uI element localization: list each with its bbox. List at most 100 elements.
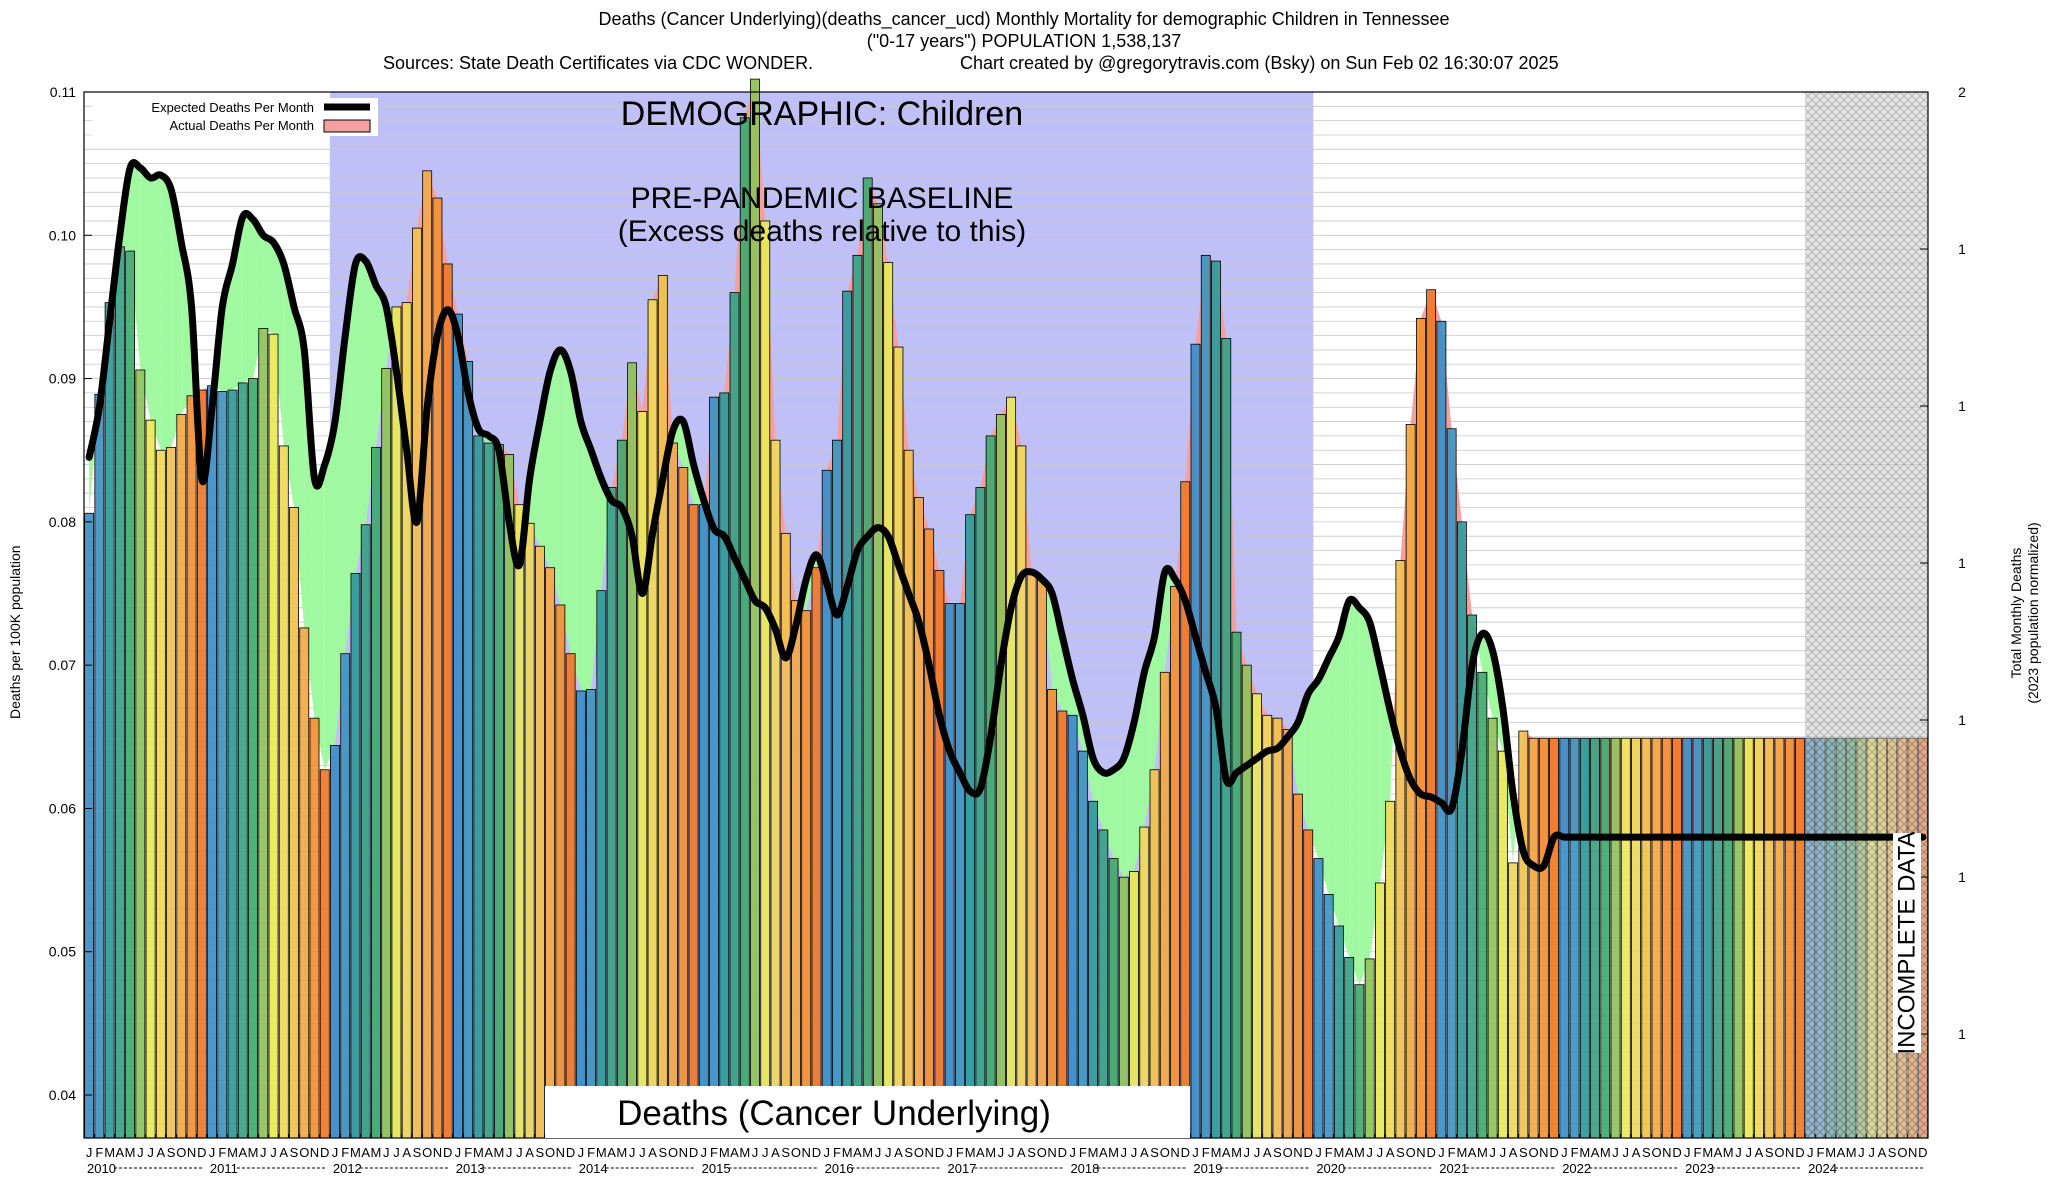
x-tick-month: F bbox=[833, 1145, 841, 1160]
data-bar bbox=[780, 532, 791, 1139]
data-bar bbox=[422, 170, 433, 1139]
x-tick-month: A bbox=[853, 1145, 862, 1160]
x-tick-month: M bbox=[985, 1145, 996, 1160]
x-tick-month: J bbox=[1243, 1145, 1250, 1160]
deficit-fill bbox=[591, 450, 602, 690]
deficit-fill bbox=[560, 349, 571, 654]
x-tick-month: A bbox=[402, 1145, 411, 1160]
data-bar bbox=[1784, 737, 1795, 1139]
data-bar bbox=[637, 411, 648, 1139]
x-tick-month: J bbox=[823, 1145, 830, 1160]
data-bar bbox=[125, 250, 136, 1139]
deficit-fill bbox=[345, 263, 356, 654]
x-tick-month: M bbox=[371, 1145, 382, 1160]
x-tick-month: M bbox=[1723, 1145, 1734, 1160]
x-tick-month: A bbox=[648, 1145, 657, 1160]
data-bar bbox=[340, 653, 351, 1139]
data-bar bbox=[1764, 737, 1775, 1139]
x-tick-month: J bbox=[752, 1145, 759, 1160]
data-bar bbox=[237, 382, 248, 1139]
x-tick-month: F bbox=[95, 1145, 103, 1160]
data-bar bbox=[309, 717, 320, 1139]
data-bar bbox=[1477, 671, 1488, 1139]
x-tick-month: A bbox=[1263, 1145, 1272, 1160]
x-tick-month: A bbox=[1345, 1145, 1354, 1160]
data-bar bbox=[1077, 750, 1088, 1139]
data-bar bbox=[1334, 925, 1344, 1139]
x-tick-month: A bbox=[1878, 1145, 1887, 1160]
x-tick-month: O bbox=[1529, 1145, 1539, 1160]
data-bar bbox=[668, 442, 678, 1139]
x-tick-month: D bbox=[935, 1145, 944, 1160]
data-bar bbox=[1661, 737, 1672, 1139]
data-bar bbox=[278, 445, 289, 1139]
data-bar bbox=[1641, 737, 1652, 1139]
x-tick-year: 2023 bbox=[1685, 1161, 1714, 1176]
x-tick-month: F bbox=[464, 1145, 472, 1160]
data-bar bbox=[1508, 862, 1519, 1139]
data-bar bbox=[698, 504, 709, 1139]
data-bar bbox=[360, 524, 371, 1139]
legend-expected-label: Expected Deaths Per Month bbox=[151, 100, 314, 115]
data-bar bbox=[381, 368, 392, 1139]
data-bar bbox=[135, 369, 146, 1139]
x-tick-month: F bbox=[956, 1145, 964, 1160]
x-tick-month: S bbox=[290, 1145, 299, 1160]
data-bar bbox=[217, 391, 228, 1139]
y-tick-label-right: 1 bbox=[1958, 712, 1966, 728]
x-tick-month: M bbox=[473, 1145, 484, 1160]
x-tick-month: M bbox=[104, 1145, 115, 1160]
deficit-fill bbox=[1477, 633, 1483, 673]
data-bar bbox=[688, 504, 699, 1139]
x-tick-month: A bbox=[1591, 1145, 1600, 1160]
data-bar bbox=[155, 449, 166, 1139]
x-tick-month: S bbox=[1642, 1145, 1651, 1160]
data-bar bbox=[811, 567, 822, 1139]
data-bar bbox=[1344, 957, 1355, 1139]
x-tick-month: J bbox=[270, 1145, 277, 1160]
x-tick-month: A bbox=[1468, 1145, 1477, 1160]
x-tick-month: M bbox=[1600, 1145, 1611, 1160]
data-bar bbox=[1426, 289, 1437, 1139]
data-bar bbox=[1323, 894, 1334, 1139]
data-bar bbox=[514, 504, 525, 1139]
deficit-fill bbox=[160, 175, 172, 451]
x-tick-month: O bbox=[668, 1145, 678, 1160]
data-bar bbox=[862, 177, 873, 1139]
y-tick-label-right: 1 bbox=[1958, 241, 1966, 257]
x-tick-month: F bbox=[341, 1145, 349, 1160]
data-bar bbox=[1487, 717, 1498, 1139]
data-bar bbox=[1395, 560, 1406, 1139]
x-tick-month: A bbox=[1386, 1145, 1395, 1160]
x-tick-month: M bbox=[1088, 1145, 1099, 1160]
x-tick-month: O bbox=[1160, 1145, 1170, 1160]
data-bar bbox=[1569, 737, 1580, 1139]
x-tick-month: F bbox=[710, 1145, 718, 1160]
x-tick-month: A bbox=[361, 1145, 370, 1160]
x-tick-month: D bbox=[320, 1145, 329, 1160]
bottom-title-box bbox=[545, 1086, 1190, 1138]
data-bar bbox=[616, 439, 627, 1139]
data-bar bbox=[1631, 737, 1641, 1139]
deficit-fill bbox=[570, 371, 581, 691]
x-tick-year: 2019 bbox=[1193, 1161, 1222, 1176]
x-tick-month: J bbox=[875, 1145, 882, 1160]
data-bar bbox=[1067, 714, 1078, 1139]
data-bar bbox=[1293, 793, 1303, 1139]
data-bar bbox=[1672, 737, 1682, 1139]
x-tick-year: 2024 bbox=[1808, 1161, 1837, 1176]
x-tick-month: A bbox=[771, 1145, 780, 1160]
data-bar bbox=[934, 570, 945, 1139]
x-tick-month: F bbox=[1571, 1145, 1579, 1160]
data-bar bbox=[1190, 343, 1201, 1139]
x-tick-month: D bbox=[443, 1145, 452, 1160]
x-tick-month: A bbox=[730, 1145, 739, 1160]
deficit-fill bbox=[222, 263, 233, 392]
data-bar bbox=[289, 507, 299, 1139]
x-tick-month: J bbox=[383, 1145, 390, 1160]
x-tick-month: S bbox=[167, 1145, 176, 1160]
x-tick-month: A bbox=[1714, 1145, 1723, 1160]
x-tick-month: J bbox=[1131, 1145, 1138, 1160]
data-bar bbox=[1036, 578, 1047, 1139]
